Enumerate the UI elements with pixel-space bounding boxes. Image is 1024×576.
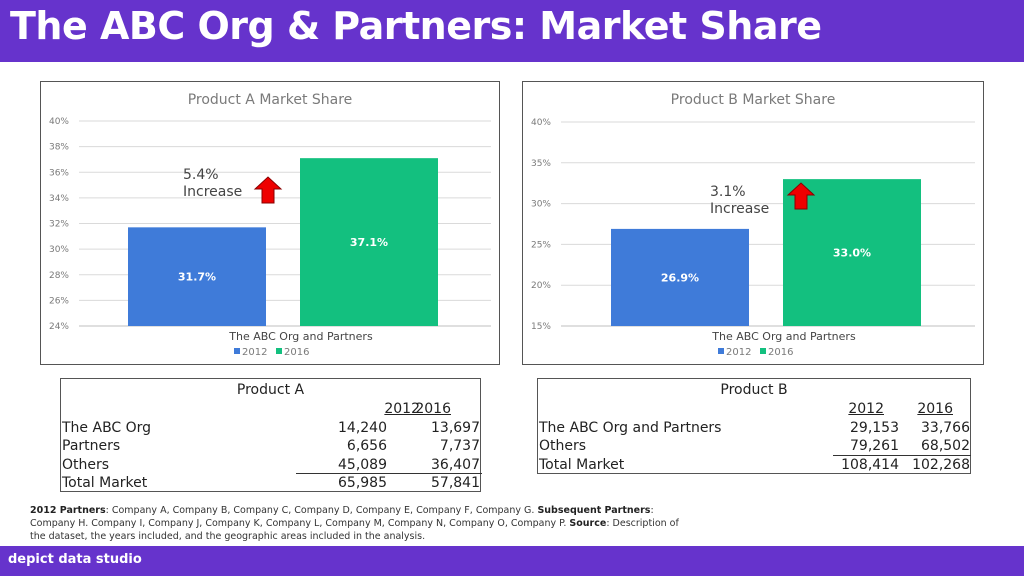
annotation-word: Increase — [183, 184, 242, 200]
y-tick-label: 28% — [49, 271, 69, 281]
bar-2012 — [611, 228, 749, 326]
table-cell-2016: 57,841 — [431, 475, 480, 491]
table-row-label: The ABC Org and Partners — [539, 420, 722, 436]
table-cell-2016: 102,268 — [912, 457, 970, 473]
product-b-col-2016: 2016 — [917, 401, 953, 417]
legend-swatch-2012 — [718, 348, 724, 354]
footnote-subsequent-label: Subsequent Partners — [537, 505, 651, 516]
product-a-table: Product A 2012 2016 The ABC Org 14,240 1… — [60, 378, 482, 492]
product-b-table: Product B 2012 2016 The ABC Org and Part… — [537, 378, 971, 474]
y-tick-label: 30% — [531, 200, 551, 210]
title-bar: The ABC Org & Partners: Market Share — [0, 0, 1024, 62]
table-cell-2012: 14,240 — [338, 420, 387, 436]
table-row-label: Total Market — [62, 475, 148, 491]
annotation-word: Increase — [710, 201, 769, 217]
product-b-col-2012: 2012 — [848, 401, 884, 417]
table-row-label: Partners — [62, 438, 121, 454]
y-tick-label: 32% — [49, 220, 69, 230]
table-row-label: The ABC Org — [62, 420, 152, 436]
bar-2016 — [300, 158, 438, 326]
footnote-source-label: Source — [569, 518, 607, 529]
page-title: The ABC Org & Partners: Market Share — [10, 4, 822, 48]
chart-title: Product A Market Share — [188, 92, 353, 108]
table-total-divider — [833, 455, 971, 456]
table-cell-2012: 6,656 — [346, 438, 387, 454]
product-b-chart-svg: Product B Market Share 15% 20% 25% 30% 35% 40%… — [531, 92, 975, 358]
product-b-table-title: Product B — [720, 382, 788, 398]
table-total-divider — [296, 473, 482, 474]
y-tick-label: 36% — [49, 168, 69, 178]
product-a-chart-svg: Product A Market Share 24% 26% 28% 30% 32% 34%… — [49, 92, 491, 358]
y-tick-label: 38% — [49, 143, 69, 153]
footnote-subsequent-text: : Company H. Company I, Company J, Compa… — [30, 505, 654, 529]
table-cell-2012: 65,985 — [338, 475, 387, 491]
y-tick-label: 35% — [531, 159, 551, 169]
red-up-arrow-icon — [786, 182, 816, 210]
footnote: 2012 Partners: Company A, Company B, Com… — [30, 504, 690, 543]
table-cell-2016: 68,502 — [921, 438, 970, 454]
data-label: 31.7% — [178, 271, 216, 284]
product-a-table-title: Product A — [236, 382, 305, 398]
legend-swatch-2016 — [760, 348, 766, 354]
product-b-chart: Product B Market Share 15% 20% 25% 30% 35% 40%… — [522, 81, 984, 365]
table-row-label: Total Market — [539, 457, 625, 473]
chart-title: Product B Market Share — [671, 92, 836, 108]
annotation-value: 3.1% — [710, 184, 746, 200]
legend-label: 2012 — [726, 347, 751, 358]
data-label: 37.1% — [350, 236, 388, 249]
table-cell-2016: 13,697 — [431, 420, 480, 436]
table-cell-2012: 45,089 — [338, 457, 387, 473]
footnote-partners-2012-label: 2012 Partners — [30, 505, 106, 516]
product-a-chart: Product A Market Share 24% 26% 28% 30% 32% 34%… — [40, 81, 500, 365]
red-up-arrow-icon — [253, 176, 283, 204]
table-row-label: Others — [539, 438, 587, 454]
legend-label: 2016 — [768, 347, 793, 358]
table-cell-2016: 33,766 — [921, 420, 970, 436]
annotation-value: 5.4% — [183, 167, 219, 183]
legend-swatch-2016 — [276, 348, 282, 354]
table-cell-2016: 7,737 — [439, 438, 480, 454]
legend-label: 2012 — [242, 347, 267, 358]
y-tick-label: 20% — [531, 281, 551, 291]
data-label: 26.9% — [661, 271, 699, 284]
y-tick-label: 30% — [49, 245, 69, 255]
footer-brand: depict data studio — [8, 552, 142, 567]
data-label: 33.0% — [833, 247, 871, 260]
y-tick-label: 15% — [531, 322, 551, 332]
y-tick-label: 40% — [531, 118, 551, 128]
legend-label: 2016 — [284, 347, 309, 358]
table-cell-2012: 29,153 — [850, 420, 899, 436]
footnote-source-text: : Description of the dataset, the years … — [30, 518, 679, 542]
y-tick-label: 26% — [49, 296, 69, 306]
table-row-label: Others — [62, 457, 110, 473]
legend-swatch-2012 — [234, 348, 240, 354]
table-cell-2016: 36,407 — [431, 457, 480, 473]
product-a-col-2012: 2012 — [384, 401, 420, 417]
bar-2012 — [128, 227, 266, 326]
product-a-col-2016: 2016 — [415, 401, 451, 417]
category-label: The ABC Org and Partners — [711, 330, 856, 343]
y-tick-label: 34% — [49, 194, 69, 204]
table-cell-2012: 79,261 — [850, 438, 899, 454]
y-tick-label: 25% — [531, 240, 551, 250]
footnote-partners-2012-text: : Company A, Company B, Company C, Compa… — [105, 505, 538, 516]
y-tick-label: 24% — [49, 322, 69, 332]
y-tick-label: 40% — [49, 117, 69, 127]
footer-bar: depict data studio — [0, 546, 1024, 576]
category-label: The ABC Org and Partners — [228, 330, 373, 343]
table-cell-2012: 108,414 — [841, 457, 899, 473]
